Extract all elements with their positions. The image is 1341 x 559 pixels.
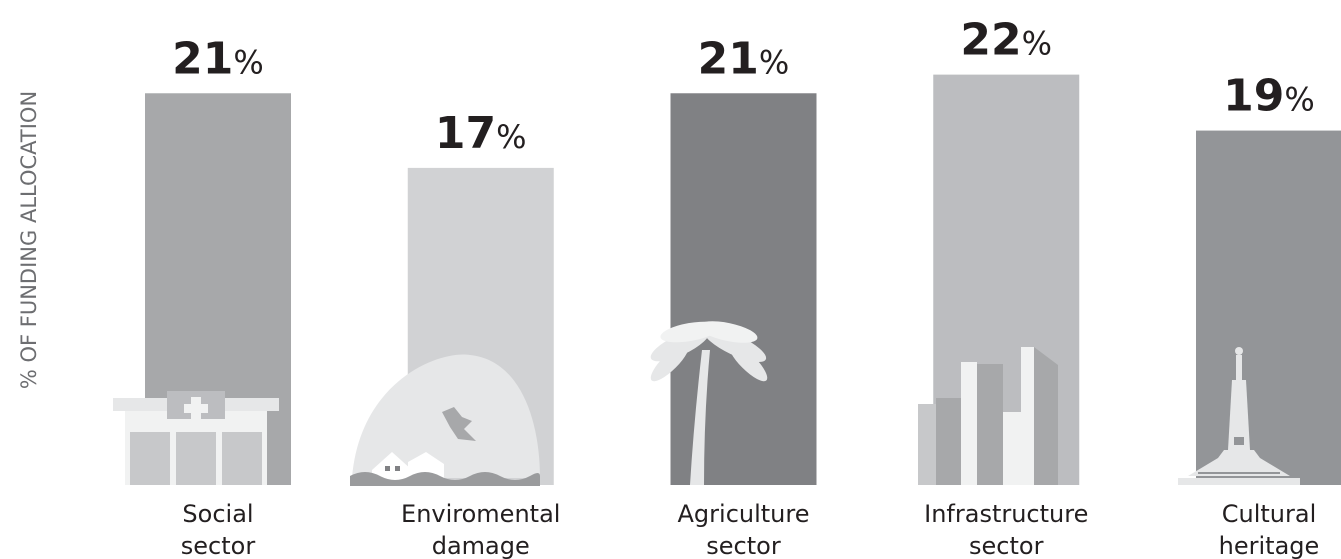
- x-tick-label: Social sector: [181, 500, 256, 559]
- value-label: 21%: [698, 33, 790, 84]
- icons: [113, 321, 1300, 486]
- value-label: 17%: [435, 108, 527, 159]
- value-label: 22%: [960, 15, 1052, 66]
- x-tick-label: Agriculture sector: [678, 500, 810, 559]
- x-tick-label: Cultural heritage: [1219, 500, 1320, 559]
- y-axis-label: % OF FUNDING ALLOCATION: [17, 91, 41, 389]
- bars: [145, 74, 1341, 486]
- x-tick-label: Enviromental damage: [401, 500, 560, 559]
- bar: [670, 93, 817, 486]
- value-label: 21%: [172, 33, 264, 84]
- bar: [1196, 130, 1341, 486]
- x-tick-label: Infrastructure sector: [924, 500, 1088, 559]
- value-label: 19%: [1223, 71, 1315, 122]
